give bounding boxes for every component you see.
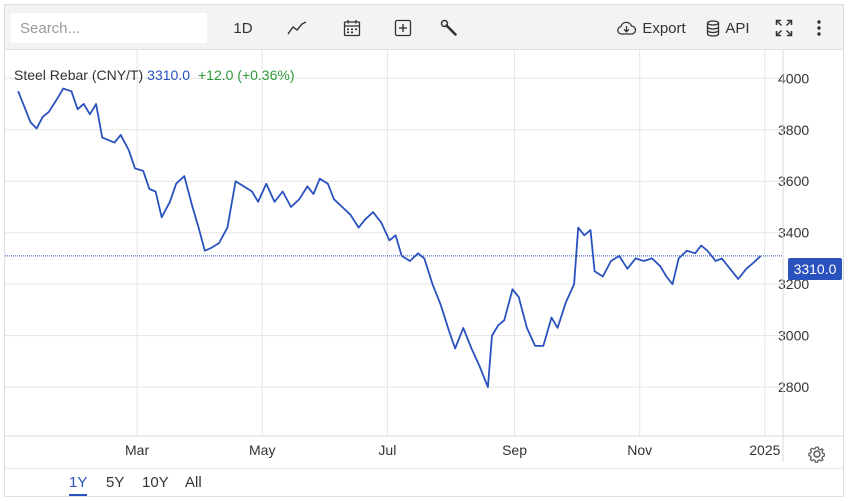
y-tick-label: 3800	[778, 122, 809, 138]
x-tick-label: 2025	[749, 442, 780, 458]
chart-type-button[interactable]	[283, 13, 311, 43]
toolbar: 1D	[5, 5, 843, 50]
interval-button[interactable]: 1D	[227, 13, 259, 43]
calendar-icon	[343, 19, 361, 37]
range-10y-button[interactable]: 10Y	[142, 474, 169, 491]
database-icon	[706, 19, 720, 37]
range-selector: 1Y 5Y 10Y All	[5, 468, 843, 497]
date-range-button[interactable]	[338, 13, 366, 43]
export-button[interactable]: Export	[615, 13, 687, 43]
y-tick-label: 3400	[778, 225, 809, 241]
range-1y-button[interactable]: 1Y	[69, 472, 88, 496]
interval-label: 1D	[233, 19, 253, 37]
x-tick-label: Sep	[502, 442, 527, 458]
range-5y-button[interactable]: 5Y	[106, 474, 125, 491]
x-tick-label: May	[249, 442, 275, 458]
y-tick-label: 2800	[778, 379, 809, 395]
x-tick-label: Mar	[125, 442, 149, 458]
y-tick-label: 4000	[778, 70, 809, 86]
more-vertical-icon	[816, 19, 822, 37]
y-tick-label: 3000	[778, 328, 809, 344]
add-indicator-button[interactable]	[389, 13, 417, 43]
y-tick-label: 3600	[778, 173, 809, 189]
chart-settings-button[interactable]	[806, 443, 828, 465]
cloud-download-icon	[616, 20, 637, 36]
search-input[interactable]	[11, 13, 207, 43]
x-tick-label: Nov	[627, 442, 652, 458]
x-tick-label: Jul	[378, 442, 396, 458]
y-tick-label: 3200	[778, 276, 809, 292]
fullscreen-icon	[775, 19, 793, 37]
legend-instrument-name: Steel Rebar (CNY/T)	[14, 67, 144, 83]
wrench-icon	[440, 19, 458, 37]
more-options-button[interactable]	[809, 13, 829, 43]
fullscreen-button[interactable]	[771, 13, 797, 43]
legend-price: 3310.0	[147, 67, 190, 83]
gear-icon	[806, 446, 828, 469]
api-label: API	[725, 19, 750, 37]
last-price-tag: 3310.0	[788, 258, 842, 280]
line-chart-icon	[287, 21, 307, 35]
export-label: Export	[642, 19, 686, 37]
chart-legend: Steel Rebar (CNY/T) 3310.0 +12.0 (+0.36%)	[14, 67, 295, 83]
legend-change: +12.0 (+0.36%)	[197, 67, 295, 83]
settings-tool-button[interactable]	[435, 13, 463, 43]
chart-widget: 1D	[4, 4, 844, 497]
price-series-line	[17, 87, 762, 389]
price-chart[interactable]: 2800 3000 3200 3400 3600 3800 4000 Mar May Jul Sep…	[5, 50, 843, 468]
range-all-button[interactable]: All	[185, 474, 202, 491]
plus-box-icon	[394, 19, 412, 37]
api-button[interactable]: API	[705, 13, 751, 43]
